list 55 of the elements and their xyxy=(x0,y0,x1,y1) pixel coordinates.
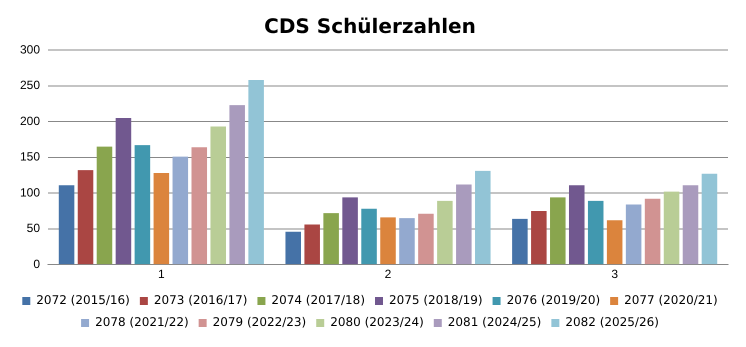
bar xyxy=(437,200,453,264)
bar xyxy=(58,185,74,264)
bar xyxy=(342,197,358,264)
legend-label: 2078 (2021/22) xyxy=(95,315,189,330)
legend-label: 2082 (2025/26) xyxy=(565,315,659,330)
bar xyxy=(285,232,301,264)
legend-label: 2080 (2023/24) xyxy=(330,315,424,330)
bar xyxy=(550,197,566,264)
legend-label: 2075 (2018/19) xyxy=(389,293,483,308)
y-tick-label: 200 xyxy=(20,114,40,128)
bar xyxy=(418,214,434,264)
bar xyxy=(248,80,264,264)
legend-label: 2073 (2016/17) xyxy=(154,293,248,308)
legend-label: 2079 (2022/23) xyxy=(212,315,306,330)
x-tick-label: 3 xyxy=(611,267,618,282)
bar xyxy=(323,213,339,264)
legend-label: 2076 (2019/20) xyxy=(506,293,600,308)
bar xyxy=(210,126,226,264)
bar xyxy=(154,173,170,264)
bar xyxy=(512,218,528,264)
bar xyxy=(644,198,660,264)
bar xyxy=(134,145,150,264)
legend-label: 2074 (2017/18) xyxy=(271,293,366,308)
bar xyxy=(702,174,718,264)
bar xyxy=(664,192,680,264)
x-tick-label: 1 xyxy=(158,267,166,282)
bar xyxy=(568,185,585,264)
legend-label: 2077 (2020/21) xyxy=(624,293,718,308)
bar xyxy=(172,156,188,264)
bar xyxy=(531,210,547,264)
bar xyxy=(606,220,622,264)
bar xyxy=(191,147,208,264)
y-tick-label: 250 xyxy=(20,78,40,92)
bar xyxy=(361,208,377,264)
y-tick-label: 50 xyxy=(26,221,40,236)
bar xyxy=(96,146,112,264)
legend-label: 2072 (2015/16) xyxy=(36,293,130,308)
y-tick-label: 300 xyxy=(20,42,40,56)
y-tick-label: 100 xyxy=(20,185,40,200)
bar xyxy=(116,118,132,264)
bar xyxy=(456,184,472,264)
bar xyxy=(682,185,698,264)
bar xyxy=(229,105,245,264)
bar xyxy=(475,170,491,264)
bar xyxy=(626,204,642,264)
bar xyxy=(78,170,94,264)
x-tick-label: 2 xyxy=(384,267,392,282)
bar xyxy=(588,200,604,264)
legend-label: 2081 (2024/25) xyxy=(448,315,542,330)
y-tick-label: 0 xyxy=(33,256,40,271)
bar xyxy=(380,217,396,264)
bar xyxy=(304,224,320,264)
y-tick-label: 150 xyxy=(20,150,40,164)
chart-title: CDS Schülerzahlen xyxy=(264,14,476,38)
bar xyxy=(399,218,415,264)
